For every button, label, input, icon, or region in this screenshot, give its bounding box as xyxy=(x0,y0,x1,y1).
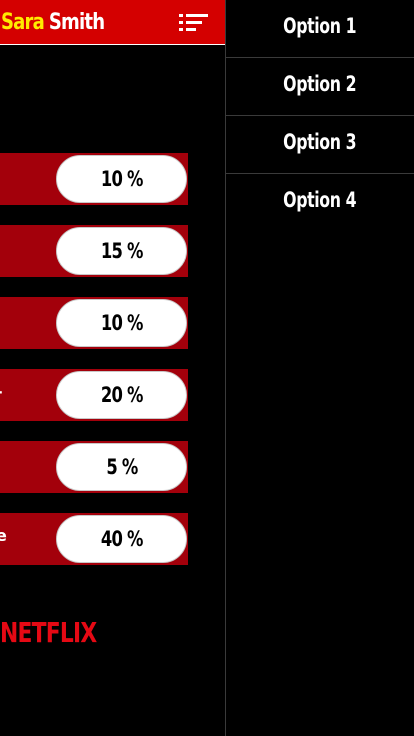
menu-item-label: Option 2 xyxy=(283,72,357,96)
percent-list: 10 % 15 % 10 % - 20 % 5 % xyxy=(0,153,190,585)
percent-value: 20 % xyxy=(100,383,144,407)
side-menu: Option 1 Option 2 Option 3 Option 4 xyxy=(225,0,414,736)
menu-item-option-2[interactable]: Option 2 xyxy=(226,58,414,116)
percent-row: 10 % xyxy=(0,153,188,205)
percent-pill[interactable]: 5 % xyxy=(56,443,187,491)
row-label: - xyxy=(0,382,3,401)
user-name: Sara Smith xyxy=(1,9,105,37)
netflix-logo: NETFLIX xyxy=(0,616,97,649)
menu-item-option-4[interactable]: Option 4 xyxy=(226,174,414,232)
row-label: e xyxy=(0,526,7,545)
sort-menu-icon xyxy=(179,14,208,31)
percent-value: 10 % xyxy=(100,167,144,191)
menu-item-label: Option 4 xyxy=(283,188,357,212)
percent-row: 15 % xyxy=(0,225,188,277)
percent-value: 15 % xyxy=(100,239,144,263)
percent-pill[interactable]: 10 % xyxy=(56,155,187,203)
percent-pill[interactable]: 40 % xyxy=(56,515,187,563)
percent-pill[interactable]: 20 % xyxy=(56,371,187,419)
percent-value: 10 % xyxy=(100,311,144,335)
first-name: Sara xyxy=(1,10,45,35)
menu-item-label: Option 3 xyxy=(283,130,357,154)
percent-row: 10 % xyxy=(0,297,188,349)
menu-item-option-1[interactable]: Option 1 xyxy=(226,0,414,58)
percent-row: 5 % xyxy=(0,441,188,493)
menu-item-label: Option 1 xyxy=(283,14,357,38)
percent-pill[interactable]: 10 % xyxy=(56,299,187,347)
sort-menu-button[interactable] xyxy=(176,12,210,34)
app-header: Sara Smith xyxy=(0,0,225,45)
percent-value: 5 % xyxy=(105,455,138,479)
percent-row: e 40 % xyxy=(0,513,188,565)
last-name: Smith xyxy=(48,10,105,35)
percent-pill[interactable]: 15 % xyxy=(56,227,187,275)
percent-row: - 20 % xyxy=(0,369,188,421)
percent-value: 40 % xyxy=(100,527,144,551)
menu-item-option-3[interactable]: Option 3 xyxy=(226,116,414,174)
